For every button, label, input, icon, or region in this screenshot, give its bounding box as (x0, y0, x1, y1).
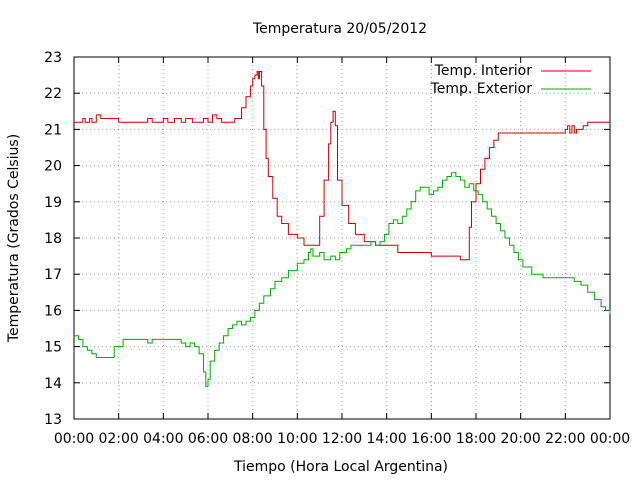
chart-title: Temperatura 20/05/2012 (252, 21, 427, 37)
y-tick-label: 17 (44, 267, 62, 283)
y-tick-label: 14 (44, 376, 62, 392)
x-axis-label: Tiempo (Hora Local Argentina) (233, 459, 448, 475)
y-tick-label: 22 (44, 86, 62, 102)
x-tick-label: 14:00 (366, 431, 406, 447)
y-tick-label: 21 (44, 122, 62, 138)
y-tick-label: 18 (44, 231, 62, 247)
x-tick-label: 04:00 (143, 431, 183, 447)
y-tick-labels: 13 14 15 16 17 18 19 20 21 22 23 (44, 50, 62, 428)
axis-ticks (73, 56, 611, 420)
x-tick-label: 06:00 (188, 431, 228, 447)
x-tick-label: 00:00 (590, 431, 630, 447)
y-tick-label: 16 (44, 303, 62, 319)
legend-label-exterior: Temp. Exterior (430, 81, 533, 97)
x-tick-label: 12:00 (322, 431, 362, 447)
y-tick-label: 13 (44, 412, 62, 428)
legend: Temp. Interior Temp. Exterior (430, 63, 591, 97)
x-tick-label: 08:00 (232, 431, 272, 447)
legend-label-interior: Temp. Interior (434, 63, 533, 79)
y-tick-label: 19 (44, 195, 62, 211)
x-tick-label: 18:00 (456, 431, 496, 447)
x-tick-labels: 00:00 02:00 04:00 06:00 08:00 10:00 12:00 14:00… (54, 431, 630, 447)
series-interior-line (74, 71, 610, 261)
series-lines (74, 71, 611, 387)
y-tick-label: 20 (44, 159, 62, 175)
y-axis-label: Temperatura (Grados Celsius) (6, 134, 22, 343)
x-tick-label: 20:00 (500, 431, 540, 447)
y-tick-label: 23 (44, 50, 62, 66)
x-tick-label: 10:00 (277, 431, 317, 447)
x-tick-label: 00:00 (54, 431, 94, 447)
x-tick-label: 16:00 (411, 431, 451, 447)
series-exterior-line (74, 172, 611, 387)
x-tick-label: 02:00 (98, 431, 138, 447)
y-tick-label: 15 (44, 340, 62, 356)
grid (74, 57, 610, 419)
x-tick-label: 22:00 (545, 431, 585, 447)
